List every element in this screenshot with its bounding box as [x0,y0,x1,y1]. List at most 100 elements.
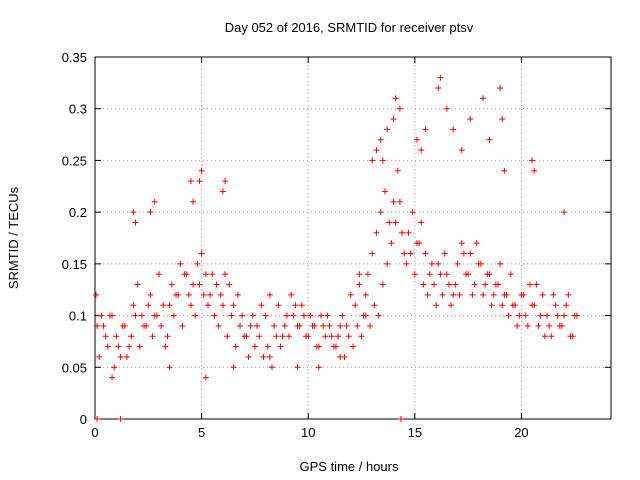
data-point [544,312,551,319]
data-point [356,271,363,278]
data-point [480,291,487,298]
data-point-zero [94,416,101,422]
data-point [477,260,484,267]
data-point [245,353,252,360]
data-point [373,229,380,236]
y-tick-label: 0.05 [62,360,87,375]
data-point [526,281,533,288]
data-point [141,322,148,329]
data-point [411,271,418,278]
data-point [232,343,239,350]
data-point [315,343,322,350]
data-point [102,333,109,340]
data-point [332,343,339,350]
data-point [249,312,256,319]
data-point [251,343,258,350]
data-point [322,333,329,340]
x-tick-label: 0 [91,425,98,440]
data-point [315,364,322,371]
data-point-zero [397,416,404,422]
data-point [209,271,216,278]
data-point [524,322,531,329]
data-point [207,291,214,298]
x-tick-label: 5 [198,425,205,440]
data-point [428,260,435,267]
data-point [266,291,273,298]
data-point [552,302,559,309]
data-point [166,364,173,371]
data-point [352,302,359,309]
data-point [93,291,100,298]
data-point [128,333,135,340]
data-point [433,302,440,309]
data-point [281,322,288,329]
data-point [445,281,452,288]
data-point [147,209,154,216]
data-point [138,312,145,319]
data-point [401,250,408,257]
data-point [239,312,246,319]
data-point [454,260,461,267]
data-point [109,374,116,381]
data-point [202,374,209,381]
data-point [132,219,139,226]
data-point [219,188,226,195]
data-point [396,198,403,205]
data-point [537,312,544,319]
data-point [337,322,344,329]
data-point [294,364,301,371]
data-series [93,74,580,422]
data-point [503,291,510,298]
data-point [123,353,130,360]
data-point [362,291,369,298]
data-point [409,209,416,216]
data-point [460,250,467,257]
data-point [158,322,165,329]
data-point [563,302,570,309]
data-point [222,178,229,185]
x-tick-label: 10 [301,425,315,440]
data-point [413,136,420,143]
data-point [230,364,237,371]
data-point [226,281,233,288]
data-point [435,85,442,92]
y-tick-label: 0 [80,412,87,427]
data-point [514,322,521,329]
data-point [168,281,175,288]
data-point [132,312,139,319]
data-point [550,291,557,298]
x-axis-label: GPS time / hours [300,459,399,474]
data-point-zero [117,416,124,422]
data-point [541,333,548,340]
data-point [286,333,293,340]
data-point [533,281,540,288]
data-point [228,312,235,319]
data-point [418,219,425,226]
data-point [196,281,203,288]
data-point [418,147,425,154]
data-point [126,343,133,350]
data-point [324,312,331,319]
data-point [130,209,137,216]
data-point [192,312,199,319]
data-point [439,291,446,298]
data-point [254,322,261,329]
data-point [371,302,378,309]
data-point [441,250,448,257]
data-point [290,312,297,319]
data-point [561,312,568,319]
data-point [183,271,190,278]
data-point [390,198,397,205]
data-point [213,281,220,288]
data-point [170,312,177,319]
data-point [358,333,365,340]
data-point [520,291,527,298]
data-point [179,322,186,329]
data-point [567,333,574,340]
data-point [443,271,450,278]
data-point [119,322,126,329]
data-point [194,260,201,267]
y-tick-label: 0.35 [62,50,87,65]
data-point [399,229,406,236]
